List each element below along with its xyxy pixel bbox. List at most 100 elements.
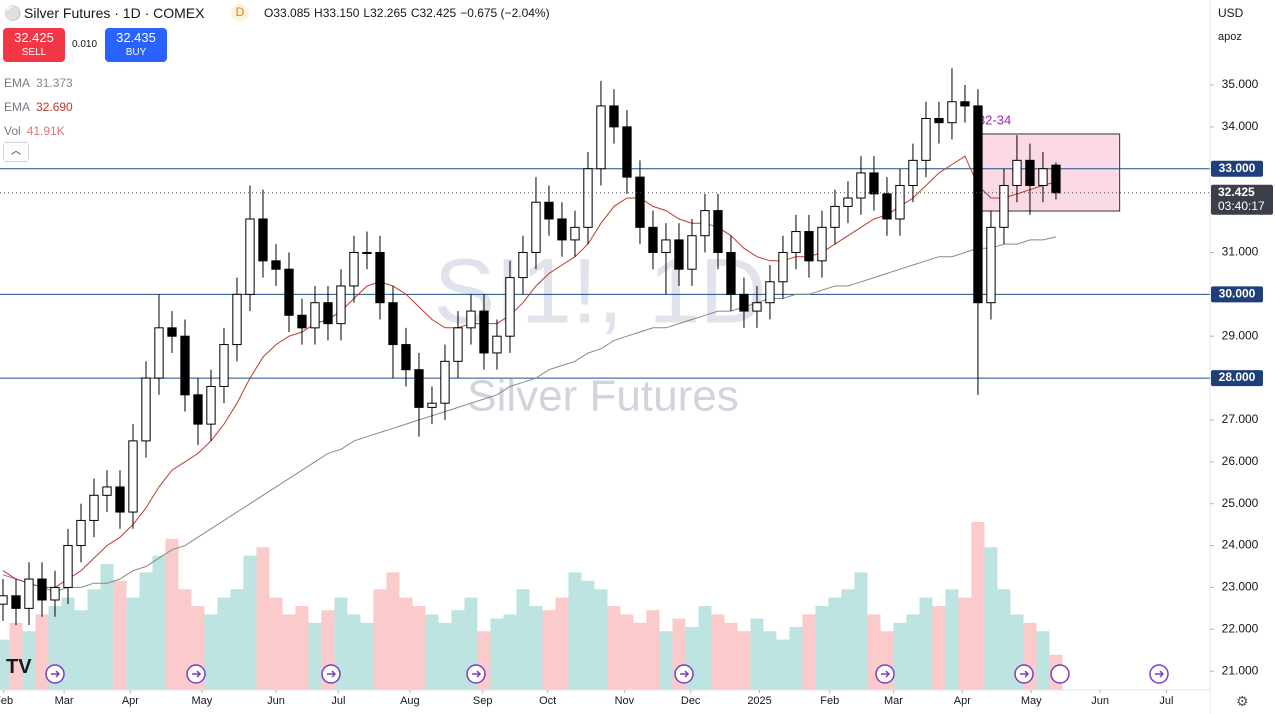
volume-bar xyxy=(906,614,920,690)
candle-body xyxy=(557,218,567,241)
currency[interactable]: USD xyxy=(1218,6,1244,20)
event-icon[interactable] xyxy=(674,664,694,684)
volume-bar xyxy=(100,564,114,690)
volume-bar xyxy=(997,589,1011,690)
spread: 0.010 xyxy=(72,39,98,50)
y-tick-label: 34.000 xyxy=(1222,119,1259,133)
volume-bar xyxy=(282,614,296,690)
candle-body xyxy=(583,168,593,228)
candle-body xyxy=(349,251,359,287)
legend-value: 41.91K xyxy=(26,124,65,138)
event-icon[interactable] xyxy=(186,664,206,684)
candle-body xyxy=(102,486,112,496)
candle-body xyxy=(843,197,853,207)
candle-body xyxy=(921,117,931,161)
volume-bar xyxy=(594,589,608,690)
event-icon[interactable] xyxy=(466,664,486,684)
volume-bar xyxy=(659,631,673,690)
candle-body xyxy=(648,226,658,253)
x-tick-label: Oct xyxy=(539,695,556,707)
settings-icon[interactable]: ⚙ xyxy=(1236,693,1249,709)
countdown: 03:40:17 xyxy=(1218,199,1265,213)
volume-bar xyxy=(347,614,361,690)
event-icon[interactable] xyxy=(45,664,65,684)
candle-body xyxy=(1051,164,1061,194)
candle-body xyxy=(232,293,242,346)
volume-bar xyxy=(152,555,166,690)
volume-bar xyxy=(243,555,257,690)
volume-bar xyxy=(295,606,309,690)
sell-button[interactable]: 32.425 SELL xyxy=(3,28,65,62)
candle-body xyxy=(804,231,814,262)
zone-box xyxy=(977,133,1121,212)
volume-bar xyxy=(61,597,75,690)
candle-body xyxy=(258,218,268,262)
candle-body xyxy=(609,105,619,128)
collapse-button[interactable]: ︿ xyxy=(3,142,29,162)
volume-bar xyxy=(22,631,36,690)
candle-body xyxy=(713,210,723,253)
candle-body xyxy=(674,239,684,270)
volume-bar xyxy=(854,572,868,690)
symbol-title[interactable]: Silver Futures · 1D · COMEX xyxy=(24,5,205,21)
ohlc-value: 33.150 xyxy=(322,6,360,20)
zone-label: 32-34 xyxy=(978,112,1011,127)
event-icon[interactable] xyxy=(1014,664,1034,684)
volume-bar xyxy=(451,610,465,690)
candle-body xyxy=(206,385,216,425)
x-tick-label: Feb xyxy=(820,695,839,707)
x-tick-label: Jul xyxy=(331,695,345,707)
candle-body xyxy=(882,193,892,220)
volume-bar xyxy=(789,627,803,690)
volume-bar xyxy=(698,606,712,690)
candle-body xyxy=(934,117,944,124)
candle-body xyxy=(986,226,996,304)
volume-bar xyxy=(334,597,348,690)
candle-body xyxy=(466,310,476,329)
indicator-legend: EMA 31.373 EMA 32.690 Vol 41.91K xyxy=(4,71,73,143)
event-circle xyxy=(1050,664,1070,684)
x-tick-label: Jun xyxy=(1091,695,1109,707)
candle-body xyxy=(310,302,320,329)
candle-body xyxy=(37,578,47,601)
candle-body xyxy=(817,226,827,262)
volume-bar xyxy=(438,622,452,690)
ema-line xyxy=(2,236,1057,593)
legend-name: EMA xyxy=(4,100,31,114)
candle-body xyxy=(336,285,346,325)
event-arrow xyxy=(1020,670,1030,678)
candle-body xyxy=(869,172,879,195)
symbol-icon: ⚪ xyxy=(4,5,22,21)
volume-bar xyxy=(256,547,270,690)
volume-bar xyxy=(828,597,842,690)
ohlc-value: 32.265 xyxy=(370,6,407,20)
candle-body xyxy=(830,205,840,228)
candle-body xyxy=(89,494,99,521)
x-tick-label: Aug xyxy=(400,695,420,707)
volume-bar xyxy=(1036,631,1050,690)
candle-body xyxy=(180,335,190,396)
event-icon[interactable] xyxy=(1149,664,1169,684)
buy-price: 32.435 xyxy=(116,30,156,45)
buy-button[interactable]: 32.435 BUY xyxy=(105,28,167,62)
volume-bar xyxy=(9,622,23,690)
volume-bar xyxy=(230,589,244,690)
y-tick-label: 21.000 xyxy=(1222,663,1259,677)
x-tick-label: Jun xyxy=(267,695,285,707)
event-icon[interactable] xyxy=(875,664,895,684)
candle-body xyxy=(752,302,762,312)
candle-body xyxy=(1038,168,1048,186)
x-tick-label: Apr xyxy=(954,695,971,707)
volume-bar xyxy=(945,589,959,690)
scale-mode[interactable]: apoz xyxy=(1218,31,1242,43)
volume-bar xyxy=(399,597,413,690)
candle-body xyxy=(128,440,138,513)
legend-name: Vol xyxy=(4,124,21,138)
ohlc-legend: O33.085 H33.150 L32.265 C32.425 −0.675 (−2.0… xyxy=(264,6,550,20)
event-icon[interactable] xyxy=(321,664,341,684)
ohlc-key: L xyxy=(363,6,371,20)
volume-bar xyxy=(763,631,777,690)
volume-bar xyxy=(984,547,998,690)
legend-item: EMA 31.373 xyxy=(4,71,73,95)
